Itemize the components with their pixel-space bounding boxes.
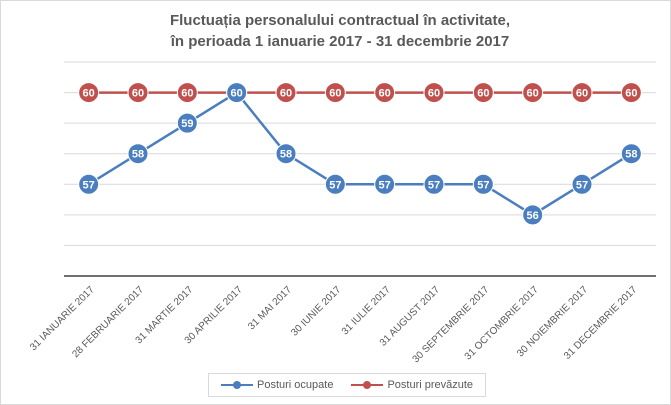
- series-1-data-label-8: 60: [477, 88, 489, 100]
- series-1-point-1: [127, 82, 149, 104]
- legend-item-prevazute: Posturi prevăzute: [351, 379, 473, 391]
- series-0-point-2: [176, 112, 198, 134]
- series-1-point-10: [571, 82, 593, 104]
- series-1-data-label-1: 60: [132, 88, 144, 100]
- series-0-point-6: [374, 173, 396, 195]
- series-0-data-label-3: 60: [231, 88, 243, 100]
- series-0-data-label-5: 57: [329, 179, 341, 191]
- series-0-point-3: [226, 82, 248, 104]
- series-1-point-0: [78, 82, 100, 104]
- series-1-point-9: [522, 82, 544, 104]
- chart-title-line1: Fluctuația personalului contractual în a…: [169, 12, 511, 29]
- x-tick-label-6: 31 IULIE 2017: [340, 284, 393, 337]
- series-1-point-8: [472, 82, 494, 104]
- series-1-data-label-0: 60: [83, 88, 95, 100]
- series-0-data-label-4: 58: [280, 149, 292, 161]
- series-0-data-label-11: 58: [625, 149, 637, 161]
- chart-title-line2: în perioada 1 ianuarie 2017 - 31 decembr…: [170, 33, 510, 50]
- legend-swatch-ocupate: [221, 380, 253, 390]
- legend-item-ocupate: Posturi ocupate: [221, 379, 333, 391]
- series-1-data-label-5: 60: [329, 88, 341, 100]
- series-1-point-5: [324, 82, 346, 104]
- series-0-point-4: [275, 143, 297, 165]
- chart-title: Fluctuația personalului contractual în a…: [140, 10, 540, 52]
- series-0-data-label-1: 58: [132, 149, 144, 161]
- series-0-data-label-10: 57: [576, 179, 588, 191]
- series-0-data-label-6: 57: [379, 179, 391, 191]
- series-0-data-label-7: 57: [428, 179, 440, 191]
- series-1-point-7: [423, 82, 445, 104]
- series-1-data-label-9: 60: [527, 88, 539, 100]
- series-0-point-1: [127, 143, 149, 165]
- series-1-data-label-10: 60: [576, 88, 588, 100]
- series-0-point-8: [472, 173, 494, 195]
- series-1-point-4: [275, 82, 297, 104]
- series-1-point-6: [374, 82, 396, 104]
- series-1-point-2: [176, 82, 198, 104]
- series-1-data-label-7: 60: [428, 88, 440, 100]
- legend-label-ocupate: Posturi ocupate: [257, 379, 334, 391]
- series-0-data-label-8: 57: [477, 179, 489, 191]
- series-0-point-10: [571, 173, 593, 195]
- series-1-data-label-6: 60: [379, 88, 391, 100]
- series-0-data-label-0: 57: [83, 179, 95, 191]
- x-tick-label-5: 30 IUNIE 2017: [289, 284, 343, 338]
- x-tick-label-4: 31 MAI 2017: [246, 284, 294, 332]
- chart-legend: Posturi ocupate Posturi prevăzute: [208, 373, 487, 397]
- series-0-data-label-2: 59: [181, 118, 193, 130]
- series-1-data-label-4: 60: [280, 88, 292, 100]
- series-0-point-0: [78, 173, 100, 195]
- legend-swatch-prevazute: [351, 380, 384, 390]
- series-0-point-5: [324, 173, 346, 195]
- series-1-data-label-2: 60: [181, 88, 193, 100]
- series-1-data-label-11: 60: [625, 88, 637, 100]
- legend-label-prevazute: Posturi prevăzute: [387, 379, 474, 391]
- series-0-point-11: [620, 143, 642, 165]
- series-0-data-label-9: 56: [527, 210, 539, 222]
- series-0-point-9: [522, 204, 544, 226]
- series-1-point-11: [620, 82, 642, 104]
- series-0-point-7: [423, 173, 445, 195]
